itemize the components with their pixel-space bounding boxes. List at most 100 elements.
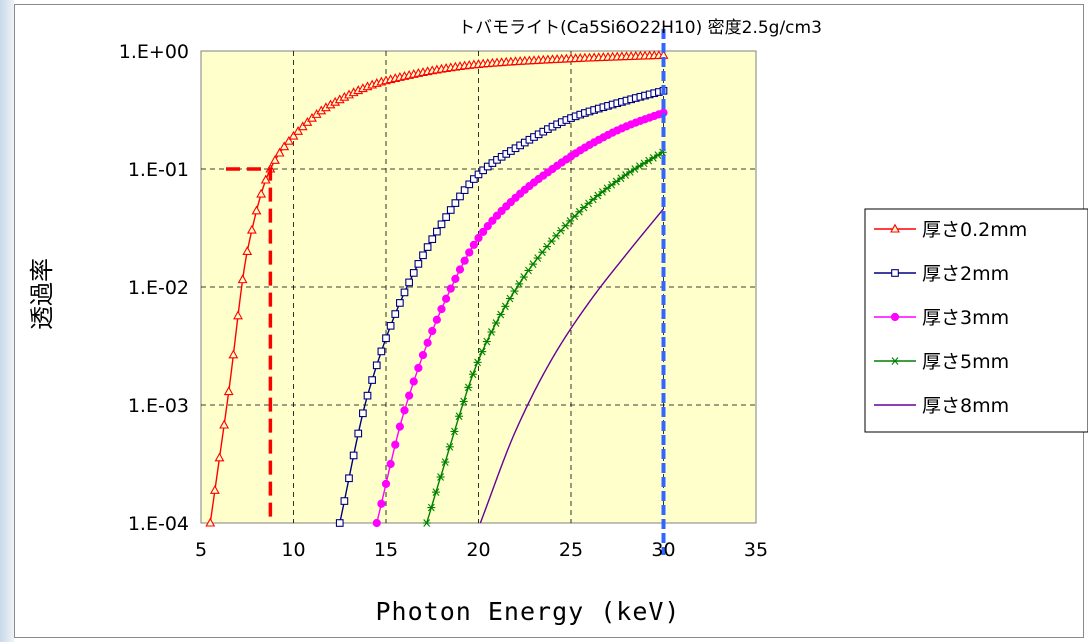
marker-square (891, 269, 899, 277)
marker-circle (469, 240, 478, 249)
marker-star-stroke (612, 177, 620, 186)
legend-label: 厚さ0.2mm (922, 219, 1027, 241)
marker-star (589, 195, 598, 204)
marker-star-stroke (464, 383, 472, 392)
marker-circle (418, 350, 428, 360)
marker-circle (432, 315, 441, 324)
marker-triangle (270, 155, 280, 164)
marker-star (482, 337, 491, 346)
marker-circle (479, 227, 488, 236)
marker-square (382, 334, 390, 343)
marker-star-stroke (460, 397, 468, 406)
marker-star (431, 488, 440, 496)
marker-star-stroke (451, 427, 458, 436)
marker-triangle (890, 223, 900, 233)
marker-square (396, 299, 404, 307)
series-3 (372, 108, 668, 528)
marker-triangle (274, 147, 285, 157)
marker-star-stroke (423, 519, 431, 527)
marker-star-stroke (478, 347, 486, 356)
marker-triangle (251, 205, 262, 215)
y-tick-label: 1.E-04 (128, 513, 189, 535)
marker-circle (455, 265, 465, 274)
marker-star (478, 347, 487, 356)
marker-star (441, 458, 450, 466)
marker-star-stroke (515, 280, 523, 288)
legend-item: 厚さ8mm (874, 395, 1009, 417)
marker-star (455, 412, 464, 421)
marker-square (340, 497, 349, 505)
marker-star-stroke (580, 203, 588, 212)
marker-square (359, 409, 367, 418)
marker-star-stroke (622, 171, 629, 179)
marker-square (349, 451, 358, 460)
marker-star (450, 427, 459, 436)
marker-star (524, 266, 533, 275)
legend-item: 厚さ0.2mm (874, 219, 1027, 241)
legend: 厚さ0.2mm 厚さ2mm 厚さ3mm 厚さ5mm 厚さ8mm (864, 208, 1088, 433)
marker-star-stroke (575, 207, 583, 216)
marker-circle (488, 216, 497, 225)
marker-star (603, 184, 612, 193)
marker-triangle (288, 130, 299, 140)
x-tick-label: 5 (195, 539, 207, 561)
marker-triangle (233, 310, 243, 320)
marker-triangle (242, 246, 253, 256)
x-axis-label: Photon Energy (keV) (376, 597, 681, 626)
marker-square (451, 199, 460, 207)
marker-star (616, 174, 625, 183)
y-tick-label: 1.E+00 (119, 41, 189, 63)
marker-square (465, 180, 474, 189)
marker-star-stroke (474, 358, 481, 367)
marker-star (510, 287, 519, 295)
series-markers (372, 108, 668, 528)
marker-circle (409, 377, 418, 386)
marker-star-stroke (446, 442, 454, 451)
marker-circle (391, 440, 400, 449)
marker-star (501, 302, 510, 311)
series-line (479, 208, 665, 524)
marker-square (386, 321, 395, 330)
chart-title: トバモライト(Ca5Si6O22H10) 密度2.5g/cm3 (458, 18, 822, 38)
marker-circle (437, 304, 446, 314)
marker-triangle (209, 485, 220, 494)
x-tick-label: 25 (559, 539, 583, 561)
marker-star-stroke (599, 187, 606, 196)
tick-labels: 5 10 15 20 25 30 35 1.E-04 1.E-03 1.E-02 1.E-01 1.E… (119, 41, 768, 561)
marker-star-stroke (501, 302, 509, 311)
marker-triangle (256, 188, 267, 198)
marker-triangle (246, 224, 257, 234)
marker-circle (460, 256, 469, 265)
marker-star-stroke (525, 266, 532, 275)
marker-square (433, 227, 441, 236)
x-tick-label: 10 (281, 539, 305, 561)
marker-square (428, 235, 437, 244)
marker-star (593, 191, 602, 200)
marker-square (368, 376, 376, 384)
marker-circle (465, 248, 474, 257)
marker-triangle (293, 125, 304, 135)
marker-star (496, 310, 505, 319)
marker-circle (428, 326, 437, 336)
marker-star (487, 328, 496, 336)
marker-star-stroke (488, 328, 495, 336)
series-2 (335, 86, 668, 527)
marker-triangle (237, 274, 248, 284)
marker-circle (372, 518, 381, 528)
marker-square (414, 260, 423, 268)
marker-circle (377, 499, 386, 508)
marker-star (459, 397, 468, 406)
marker-circle (483, 221, 492, 231)
marker-square (409, 269, 418, 277)
series-layer (205, 49, 669, 528)
marker-triangle (228, 349, 239, 359)
marker-circle (890, 312, 900, 322)
y-tick-label: 1.E-01 (128, 159, 189, 181)
marker-star-stroke (483, 337, 491, 346)
marker-star-stroke (594, 191, 602, 200)
x-tick-label: 30 (651, 539, 675, 561)
marker-circle (381, 479, 391, 488)
marker-star-stroke (441, 458, 449, 466)
marker-star-stroke (617, 174, 625, 183)
marker-square (460, 186, 469, 195)
